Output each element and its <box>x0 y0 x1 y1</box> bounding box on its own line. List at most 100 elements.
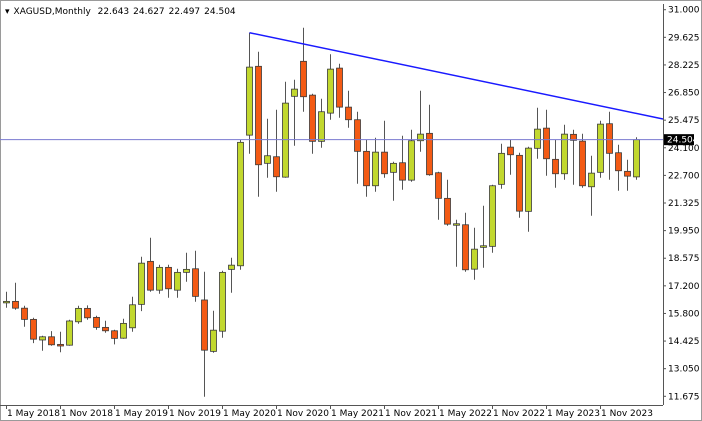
low-value: 22.497 <box>168 7 201 17</box>
y-tick-label: 18.575 <box>668 254 700 264</box>
bull-candle <box>471 248 478 270</box>
bull-candle <box>417 133 424 142</box>
y-tick-label: 14.425 <box>668 337 700 347</box>
bear-candle <box>300 60 307 98</box>
bear-candle <box>570 133 577 141</box>
bull-candle <box>183 268 190 273</box>
bull-candle <box>534 128 541 149</box>
bull-candle <box>390 162 397 173</box>
x-tick-label: 1 Nov 2021 <box>385 409 437 419</box>
bull-candle <box>246 66 253 136</box>
symbol-label: XAGUSD,Monthly <box>13 7 91 17</box>
chart-header: ▾ XAGUSD,Monthly 22.643 24.627 22.497 24.504 <box>5 7 240 17</box>
bear-candle <box>507 146 514 156</box>
x-tick-label: 1 Nov 2020 <box>277 409 329 419</box>
bull-candle <box>174 271 181 291</box>
y-tick-label: 13.050 <box>668 365 700 375</box>
bull-candle <box>129 304 136 329</box>
dropdown-triangle-icon[interactable]: ▾ <box>5 7 10 17</box>
y-tick-label: 28.225 <box>668 61 700 71</box>
bull-candle <box>228 264 235 270</box>
bull-candle <box>318 111 325 142</box>
bear-candle <box>21 307 28 320</box>
bear-candle <box>273 156 280 178</box>
bull-candle <box>408 140 415 181</box>
bull-candle <box>453 223 460 226</box>
bear-candle <box>255 65 262 166</box>
bear-candle <box>624 170 631 177</box>
y-tick-label: 21.325 <box>668 199 700 209</box>
trendline <box>249 31 664 120</box>
y-tick-label: 19.950 <box>668 227 700 237</box>
bear-candle <box>516 154 523 212</box>
y-tick-label: 22.700 <box>668 171 700 181</box>
bear-candle <box>606 123 613 154</box>
current-price-label-bg <box>664 134 694 146</box>
x-tick-label: 1 May 2019 <box>115 409 168 419</box>
x-tick-label: 1 Nov 2019 <box>169 409 221 419</box>
bear-candle <box>399 162 406 181</box>
x-tick-label: 1 May 2021 <box>331 409 384 419</box>
bull-candle <box>138 262 145 305</box>
bear-candle <box>354 119 361 152</box>
bull-candle <box>633 139 640 178</box>
bear-candle <box>48 336 55 346</box>
bear-candle <box>111 330 118 339</box>
bear-candle <box>615 152 622 172</box>
x-tick-label: 1 May 2022 <box>439 409 492 419</box>
bear-candle <box>462 224 469 271</box>
bear-candle <box>192 268 199 297</box>
bull-candle <box>489 185 496 247</box>
close-value: 24.504 <box>204 7 236 17</box>
bear-candle <box>102 326 109 332</box>
bull-candle <box>264 155 271 164</box>
bear-candle <box>444 197 451 225</box>
y-tick-label: 29.625 <box>668 33 700 43</box>
bull-candle <box>291 88 298 97</box>
bull-candle <box>561 133 568 175</box>
bull-candle <box>480 245 487 248</box>
x-tick-label: 1 May 2018 <box>7 409 60 419</box>
bear-candle <box>543 127 550 160</box>
x-tick-label: 1 May 2023 <box>547 409 600 419</box>
bear-candle <box>363 150 370 187</box>
bull-candle <box>327 68 334 114</box>
bear-candle <box>84 307 91 319</box>
bear-candle <box>30 318 37 340</box>
x-tick-label: 1 Nov 2018 <box>61 409 113 419</box>
y-tick-label: 24.100 <box>668 144 700 154</box>
bear-candle <box>552 158 559 175</box>
x-tick-label: 1 Nov 2022 <box>493 409 545 419</box>
bull-candle <box>588 172 595 188</box>
current-price-label: 24.504 <box>667 136 699 146</box>
bull-candle <box>525 147 532 212</box>
bull-candle <box>66 320 73 346</box>
bull-candle <box>39 336 46 341</box>
bear-candle <box>309 94 316 142</box>
bear-candle <box>345 106 352 121</box>
bull-candle <box>372 151 379 187</box>
bear-candle <box>435 172 442 199</box>
bull-candle <box>156 266 163 291</box>
bear-candle <box>147 260 154 291</box>
bull-candle <box>75 307 82 323</box>
bear-candle <box>12 300 19 309</box>
high-value: 24.627 <box>133 7 165 17</box>
bear-candle <box>336 67 343 108</box>
y-tick-label: 17.200 <box>668 282 700 292</box>
bull-candle <box>120 322 127 339</box>
bull-candle <box>219 271 226 332</box>
y-tick-label: 31.000 <box>668 6 700 16</box>
bear-candle <box>381 151 388 175</box>
bear-candle <box>201 299 208 351</box>
bear-candle <box>165 266 172 290</box>
bear-candle <box>57 343 64 347</box>
x-tick-label: 1 Nov 2023 <box>601 409 653 419</box>
bear-candle <box>426 132 433 176</box>
bull-candle <box>237 141 244 267</box>
bear-candle <box>93 316 100 328</box>
y-tick-label: 26.850 <box>668 89 700 99</box>
